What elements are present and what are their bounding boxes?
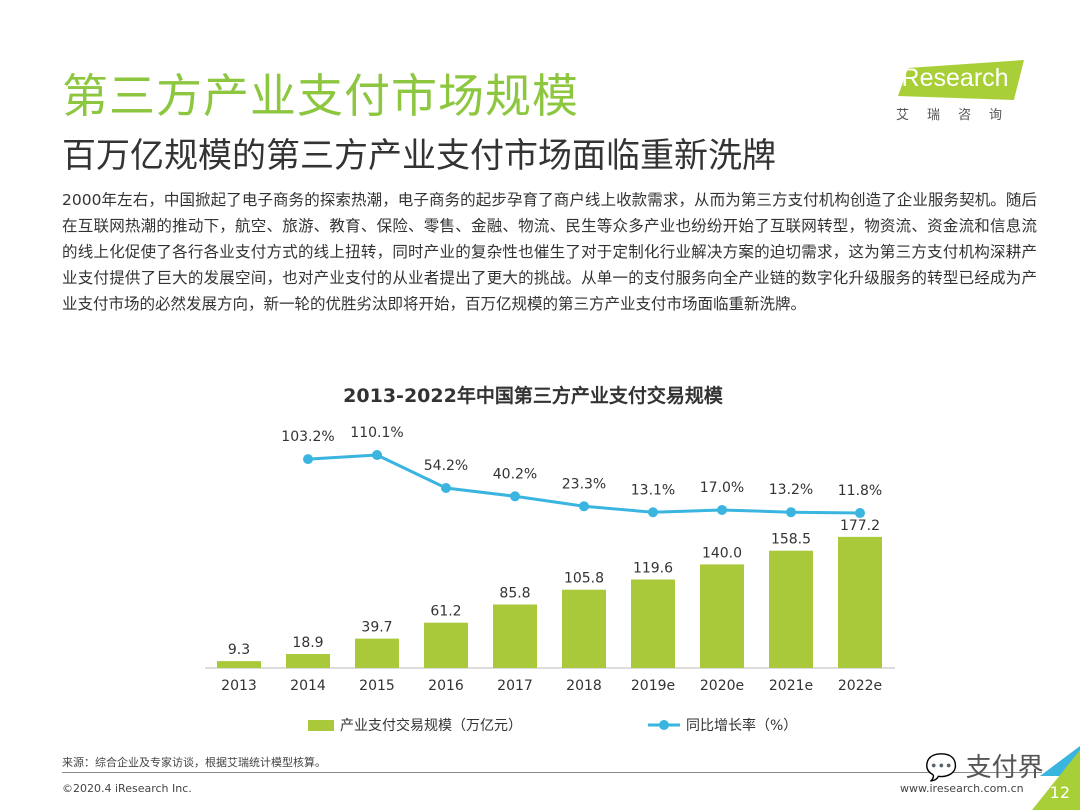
- website-url: www.iresearch.com.cn: [900, 782, 1024, 795]
- iresearch-logo: iResearch 艾瑞咨询: [890, 58, 1030, 128]
- x-tick-2016: 2016: [428, 678, 464, 694]
- bar-label-2019e: 119.6: [633, 560, 673, 576]
- bar-2017: [493, 604, 537, 668]
- growth-label-2015: 110.1%: [350, 425, 403, 441]
- bar-2020e: [700, 564, 744, 668]
- growth-point-2015: [372, 450, 382, 461]
- copyright: ©2020.4 iResearch Inc.: [62, 782, 192, 795]
- bar-label-2013: 9.3: [228, 642, 250, 658]
- watermark: 💬 支付界: [925, 753, 1044, 783]
- source-note: 来源：综合企业及专家访谈，根据艾瑞统计模型核算。: [62, 756, 326, 769]
- x-tick-2018: 2018: [566, 678, 602, 694]
- growth-point-2014: [303, 454, 313, 465]
- legend-bar-label: 产业支付交易规模（万亿元）: [340, 718, 522, 734]
- bar-2019e: [631, 579, 675, 668]
- growth-point-2022e: [855, 508, 865, 519]
- bar-2018: [562, 589, 606, 668]
- x-tick-2015: 2015: [359, 678, 395, 694]
- slide-title: 第三方产业支付市场规模: [62, 69, 579, 123]
- bar-label-2022e: 177.2: [840, 518, 880, 534]
- growth-label-2018: 23.3%: [562, 476, 606, 492]
- legend-line-label: 同比增长率（%）: [686, 718, 798, 734]
- page-number: 12: [1049, 783, 1070, 802]
- bar-label-2017: 85.8: [499, 586, 530, 602]
- growth-point-2020e: [717, 504, 727, 515]
- bar-label-2021e: 158.5: [771, 532, 811, 548]
- growth-point-2017: [510, 491, 520, 502]
- growth-point-2019e: [648, 507, 658, 518]
- bar-label-2014: 18.9: [292, 635, 323, 651]
- x-tick-2021e: 2021e: [769, 678, 813, 694]
- growth-label-2014: 103.2%: [281, 429, 334, 445]
- bar-label-2018: 105.8: [564, 571, 604, 587]
- legend-bar-swatch: [308, 719, 334, 731]
- x-tick-2022e: 2022e: [838, 678, 882, 694]
- growth-label-2016: 54.2%: [424, 458, 468, 474]
- bar-label-2016: 61.2: [430, 604, 461, 620]
- bar-2014: [286, 654, 330, 668]
- x-tick-2013: 2013: [221, 678, 257, 694]
- bar-label-2020e: 140.0: [702, 545, 742, 561]
- growth-label-2021e: 13.2%: [769, 482, 813, 498]
- wechat-icon: 💬: [925, 753, 958, 783]
- x-tick-2019e: 2019e: [631, 678, 675, 694]
- footer-divider: [62, 772, 1042, 773]
- legend-bar: 产业支付交易规模（万亿元）: [308, 715, 522, 735]
- growth-point-2018: [579, 501, 589, 512]
- growth-label-2017: 40.2%: [493, 466, 537, 482]
- bar-2015: [355, 638, 399, 668]
- chart-title: 2013-2022年中国第三方产业支付交易规模: [343, 384, 724, 407]
- bar-2022e: [838, 536, 882, 668]
- chart: 2013-2022年中国第三方产业支付交易规模 9.3 2013 18.9 2014 39…: [205, 384, 895, 694]
- growth-label-2019e: 13.1%: [631, 482, 675, 498]
- x-tick-2014: 2014: [290, 678, 326, 694]
- growth-label-2022e: 11.8%: [838, 483, 882, 499]
- legend-line: 同比增长率（%）: [648, 715, 797, 735]
- slide-subtitle: 百万亿规模的第三方产业支付市场面临重新洗牌: [62, 136, 776, 176]
- body-paragraph: 2000年左右，中国掀起了电子商务的探索热潮，电子商务的起步孕育了商户线上收款需…: [62, 191, 1037, 313]
- bar-2016: [424, 622, 468, 668]
- x-tick-2017: 2017: [497, 678, 533, 694]
- bar-2013: [217, 661, 261, 668]
- growth-point-2021e: [786, 507, 796, 518]
- growth-point-2016: [441, 483, 451, 494]
- legend-line-swatch: [648, 720, 680, 730]
- x-tick-2020e: 2020e: [700, 678, 744, 694]
- bar-2021e: [769, 550, 813, 668]
- bar-label-2015: 39.7: [361, 620, 392, 636]
- growth-label-2020e: 17.0%: [700, 480, 744, 496]
